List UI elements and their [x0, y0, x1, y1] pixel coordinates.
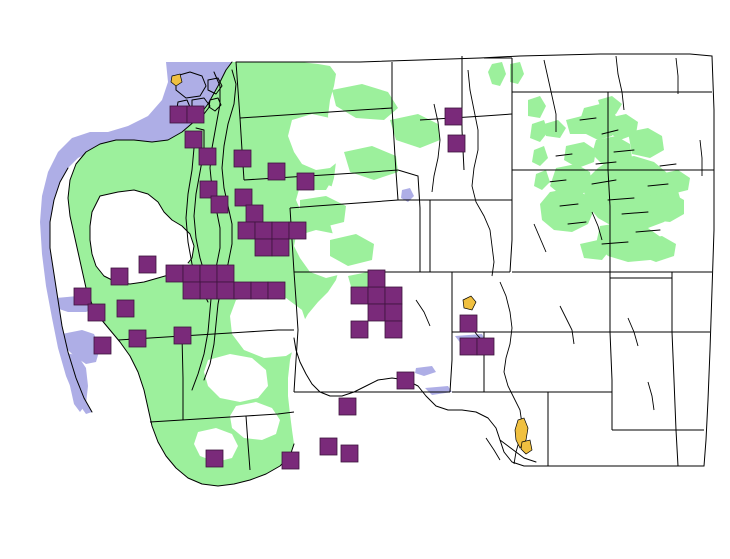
occurrence-cell	[182, 264, 201, 283]
occurrence-cell	[138, 255, 157, 274]
occurrence-cell	[184, 130, 203, 149]
occurrence-cell	[367, 269, 386, 288]
range-shading-north-strip	[488, 62, 550, 190]
occurrence-cell	[110, 267, 129, 286]
occurrence-cell	[250, 281, 269, 300]
occurrence-cell	[459, 337, 478, 356]
occurrence-cell	[87, 303, 106, 322]
occurrence-cell	[210, 195, 229, 214]
occurrence-cell	[199, 180, 218, 199]
occurrence-cell	[233, 149, 252, 168]
occurrence-cell	[288, 221, 307, 240]
range-shading-northeast	[540, 96, 690, 262]
occurrence-cell	[205, 449, 224, 468]
occurrence-cell	[93, 336, 112, 355]
occurrence-cell	[271, 221, 290, 240]
occurrence-cell	[367, 286, 386, 305]
occurrence-cell	[254, 238, 273, 257]
occurrence-cell	[173, 326, 192, 345]
occurrence-cell	[319, 437, 338, 456]
occurrence-cell	[340, 444, 359, 463]
occurrence-cell	[281, 451, 300, 470]
occurrence-cell	[237, 221, 256, 240]
occurrence-cell	[267, 162, 286, 181]
occurrence-cell	[271, 238, 290, 257]
occurrence-cell	[384, 320, 403, 339]
occurrence-cell	[338, 397, 357, 416]
occurrence-cell	[350, 320, 369, 339]
occurrence-cell	[476, 337, 495, 356]
occurrence-cell	[367, 303, 386, 322]
occurrence-cell	[199, 281, 218, 300]
occurrence-cell	[254, 221, 273, 240]
occurrence-cell	[165, 264, 184, 283]
occurrence-cell	[267, 281, 286, 300]
occurrence-cell	[447, 134, 466, 153]
occurrence-cell	[444, 107, 463, 126]
occurrence-cell	[234, 188, 253, 207]
occurrence-cell	[128, 329, 147, 348]
occurrence-cell	[245, 204, 264, 223]
occurrence-cell	[169, 105, 188, 124]
occurrence-cell	[186, 105, 205, 124]
occurrence-cell	[199, 264, 218, 283]
occurrence-cell	[198, 147, 217, 166]
highlight-feature-layer	[170, 73, 533, 455]
occurrence-cell	[233, 281, 252, 300]
occurrence-cell	[116, 299, 135, 318]
occurrence-cell	[296, 172, 315, 191]
occurrence-cell	[396, 371, 415, 390]
occurrence-cell	[73, 287, 92, 306]
occurrence-cell	[350, 286, 369, 305]
occurrence-cell	[216, 281, 235, 300]
occurrence-cell	[182, 281, 201, 300]
occurrence-cell	[216, 264, 235, 283]
occurrence-cell	[384, 286, 403, 305]
occurrence-grid-layer	[73, 105, 495, 470]
occurrence-cell	[459, 314, 478, 333]
occurrence-cell	[384, 303, 403, 322]
